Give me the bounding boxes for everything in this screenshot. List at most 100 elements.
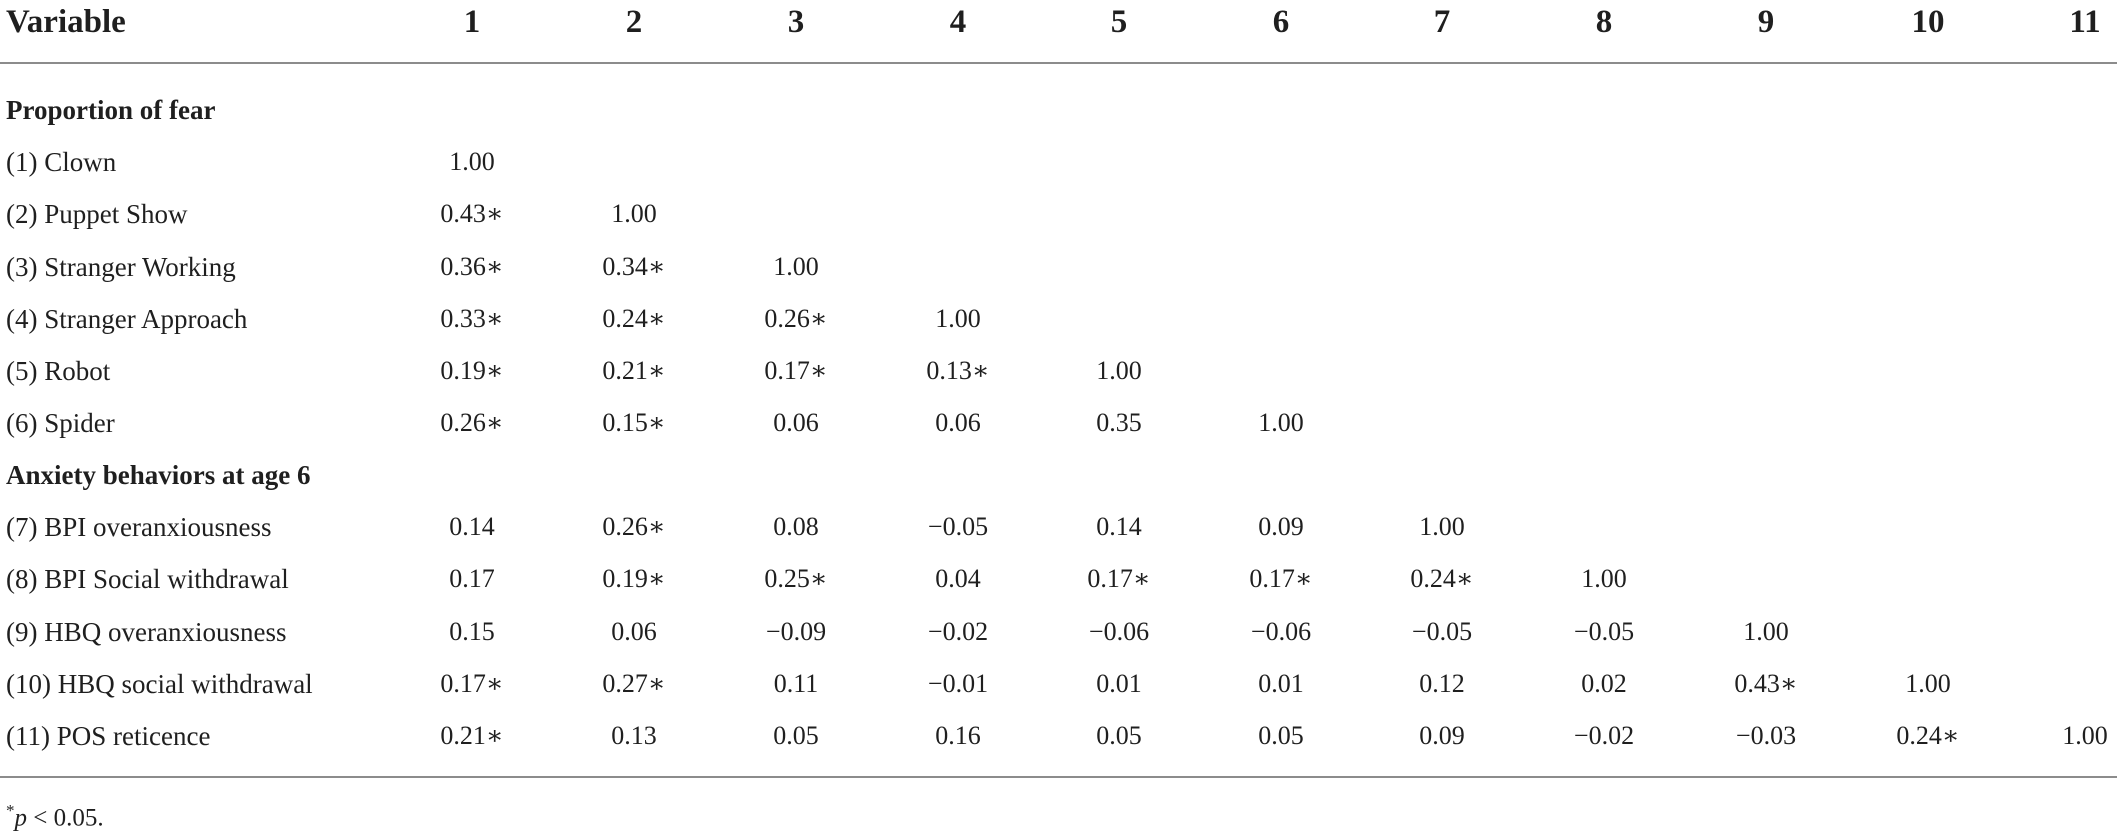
table-cell: 0.15∗: [602, 408, 666, 438]
table-row: (2) Puppet Show 0.43∗ 1.00: [0, 194, 2117, 246]
table-cell: 0.17∗: [440, 668, 504, 698]
table-cell: −0.02: [1573, 721, 1635, 750]
table-cell: 1.00: [1419, 512, 1465, 542]
column-header-2: 2: [625, 4, 643, 40]
row-label: (6) Spider: [6, 408, 115, 439]
row-label: (1) Clown: [6, 147, 117, 178]
table-cell: 0.21∗: [602, 356, 666, 385]
table-cell: 0.05: [1258, 721, 1304, 750]
row-label: (9) HBQ overanxiousness: [6, 616, 287, 647]
table-cell: 0.09: [1258, 512, 1304, 542]
table-cell: 1.00: [1258, 408, 1304, 438]
table-row: (8) BPI Social withdrawal 0.17 0.19∗ 0.25∗ 0…: [0, 559, 2117, 611]
table-cell: 1.00: [1581, 564, 1627, 594]
table-cell: 0.25∗: [764, 564, 828, 594]
bottom-rule: [0, 776, 2117, 778]
row-label: (4) Stranger Approach: [6, 303, 248, 334]
table-cell: 1.00: [449, 147, 495, 177]
column-header-5: 5: [1110, 4, 1128, 40]
table-cell: 0.19∗: [602, 564, 666, 594]
section-title: Proportion of fear: [6, 95, 216, 125]
row-label: (7) BPI overanxiousness: [6, 512, 272, 543]
table-row: (4) Stranger Approach 0.33∗ 0.24∗ 0.26∗ 1.00: [0, 299, 2117, 351]
table-cell: 0.06: [611, 616, 657, 646]
table-cell: 1.00: [935, 303, 981, 333]
table-cell: 0.11: [773, 668, 819, 698]
table-row: (6) Spider 0.26∗ 0.15∗ 0.06 0.06 0.35 1.00: [0, 403, 2117, 455]
table-cell: −0.01: [927, 668, 989, 698]
section-title: Anxiety behaviors at age 6: [6, 460, 311, 490]
table-cell: 0.36∗: [440, 251, 504, 281]
table-cell: 0.01: [1258, 668, 1304, 698]
table-cell: −0.05: [927, 512, 989, 542]
column-header-6: 6: [1272, 4, 1290, 40]
table-cell: 0.26∗: [764, 303, 828, 333]
table-cell: 0.14: [449, 512, 495, 542]
table-cell: 0.24∗: [1410, 564, 1474, 594]
column-header-1: 1: [463, 4, 481, 40]
table-cell: −0.02: [927, 616, 989, 646]
table-cell: 0.24∗: [602, 303, 666, 333]
table-row: (5) Robot 0.19∗ 0.21∗ 0.17∗ 0.13∗ 1.00: [0, 351, 2117, 403]
row-label: (8) BPI Social withdrawal: [6, 564, 289, 595]
table-cell: −0.06: [1250, 616, 1312, 646]
table-cell: 0.09: [1419, 721, 1465, 750]
column-header-10: 10: [1911, 4, 1945, 40]
table-cell: 0.05: [773, 721, 819, 750]
table-cell: 0.17∗: [764, 356, 828, 385]
row-label: (11) POS reticence: [6, 721, 211, 751]
footnote: *p < 0.05.: [6, 794, 104, 832]
table-cell: 0.13: [611, 721, 657, 750]
table-cell: 0.08: [773, 512, 819, 542]
table-cell: 1.00: [1905, 668, 1951, 698]
table-cell: 0.33∗: [440, 303, 504, 333]
table-cell: 0.06: [935, 408, 981, 438]
column-header-3: 3: [787, 4, 805, 40]
table-cell: 0.14: [1096, 512, 1142, 542]
column-header-4: 4: [949, 4, 967, 40]
table-cell: 0.16: [935, 721, 981, 750]
row-label: (10) HBQ social withdrawal: [6, 668, 313, 699]
table-cell: 0.19∗: [440, 356, 504, 385]
column-header-9: 9: [1757, 4, 1775, 40]
table-row: (11) POS reticence 0.21∗ 0.13 0.05 0.16 0.05 0…: [0, 716, 2117, 768]
row-label: (5) Robot: [6, 356, 111, 386]
footnote-text: < 0.05.: [27, 804, 104, 832]
table-cell: 0.35: [1096, 408, 1142, 438]
table-cell: 0.26∗: [602, 512, 666, 542]
table-cell: 0.17∗: [1087, 564, 1151, 594]
table-cell: −0.03: [1735, 721, 1797, 750]
table-cell: −0.09: [765, 616, 827, 646]
table-row: (9) HBQ overanxiousness 0.15 0.06 −0.09 −0.0…: [0, 612, 2117, 664]
table-cell: −0.06: [1088, 616, 1150, 646]
table-cell: 0.06: [773, 408, 819, 438]
table-cell: 0.17∗: [1249, 564, 1313, 594]
column-header-7: 7: [1433, 4, 1451, 40]
table-cell: 0.27∗: [602, 668, 666, 698]
table-cell: 1.00: [773, 251, 819, 281]
row-label: (3) Stranger Working: [6, 251, 236, 282]
column-header-11: 11: [2069, 4, 2101, 40]
table-cell: 1.00: [611, 199, 657, 229]
table-cell: 0.43∗: [1734, 668, 1798, 698]
table-cell: 0.21∗: [440, 721, 504, 750]
table-row: (1) Clown 1.00: [0, 142, 2117, 194]
table-cell: 0.26∗: [440, 408, 504, 438]
table-cell: 0.15: [449, 616, 495, 646]
table-cell: 0.24∗: [1896, 721, 1960, 750]
table-cell: 0.02: [1581, 668, 1627, 698]
table-cell: −0.05: [1411, 616, 1473, 646]
footnote-marker: *: [6, 801, 15, 820]
table-cell: 1.00: [2062, 721, 2108, 750]
table-cell: 0.04: [935, 564, 981, 594]
table-header: Variable 1 2 3 4 5 6 7 8 9 10 11: [0, 0, 2117, 44]
table-cell: 0.34∗: [602, 251, 666, 281]
table-cell: 1.00: [1743, 616, 1789, 646]
table-cell: 0.01: [1096, 668, 1142, 698]
table-cell: 0.05: [1096, 721, 1142, 750]
table-cell: −0.05: [1573, 616, 1635, 646]
variable-column-header: Variable: [6, 4, 126, 40]
table-row: (10) HBQ social withdrawal 0.17∗ 0.27∗ 0.11…: [0, 664, 2117, 716]
table-cell: 1.00: [1096, 356, 1142, 385]
table-row: (3) Stranger Working 0.36∗ 0.34∗ 1.00: [0, 247, 2117, 299]
